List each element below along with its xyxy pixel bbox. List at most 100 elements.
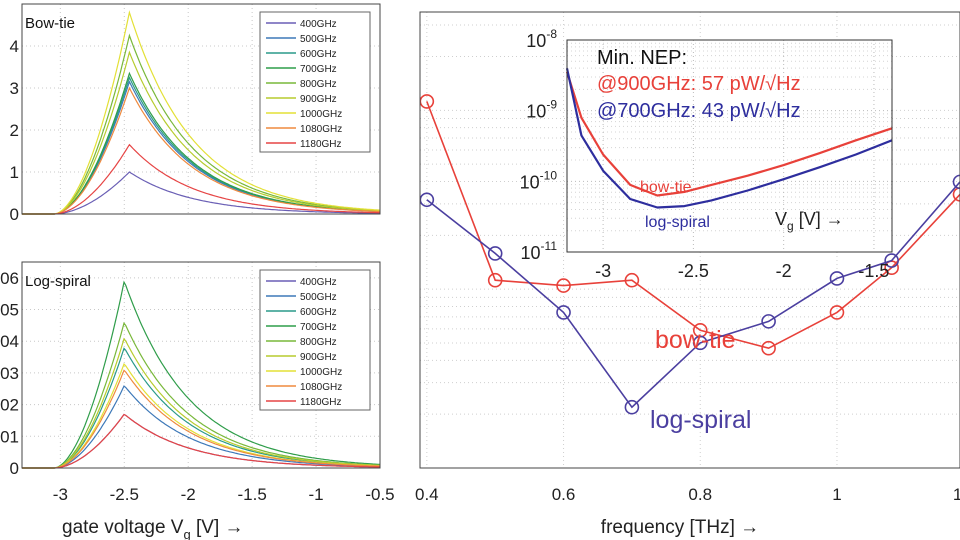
x-tick-label: 0.4 [415,485,439,504]
legend-entry: 800GHz [300,337,337,348]
series-line-500GHz [22,385,380,469]
legend-entry: 800GHz [300,79,337,90]
y-tick-label: 4 [10,37,19,56]
series-line-log-spiral [565,68,893,209]
y-tick-label: 0 [10,205,19,224]
x-tick-label: 0.6 [552,485,576,504]
y-tick-label: .04 [0,332,19,351]
y-tick-label: 2 [10,121,19,140]
series-line-1080GHz [22,369,381,469]
series-marker-log-spiral [761,314,776,329]
legend-entry: 700GHz [300,64,337,75]
series-line-1180GHz [22,413,381,469]
series-marker-bow-tie [624,272,640,288]
legend-entry: 500GHz [300,34,337,45]
series-line-bow-tie [426,101,960,350]
left-x-axis-label: gate voltage Vg [V] → [62,517,244,540]
nep-vs-frequency-panel: 0.4 0.6 0.8 1 1. bow-tie log-spiral [415,11,960,504]
legend-entry: 500GHz [300,292,337,303]
legend-entry: 400GHz [300,19,337,30]
y-tick-label: .05 [0,301,19,320]
panel-label: Bow-tie [25,15,75,32]
series-line-bow-tie [565,71,893,197]
y-tick-label: 10-9 [526,98,557,122]
legend-entry: 1000GHz [300,109,342,120]
y-tick-label: 0 [10,459,19,478]
y-tick-label: .02 [0,396,19,415]
series-marker-log-spiral [692,335,708,351]
series-marker-log-spiral [487,246,503,261]
series-line-400GHz [22,171,380,215]
series-line-900GHz [22,50,381,215]
series-marker-bow-tie [952,187,960,202]
y-tick-label: .06 [0,269,19,288]
series-line-1000GHz [22,10,381,215]
inset-bow-tie-label: bow-tie [640,179,692,196]
y-tick-label: .01 [0,427,19,446]
legend-entry: 700GHz [300,322,337,333]
series-line-900GHz [22,337,381,469]
legend-entry: 1080GHz [300,382,342,393]
y-tick-label: 3 [10,79,19,98]
series-marker-log-spiral [829,271,845,286]
x-tick-label: -1 [309,485,324,504]
y-tick-label: 10-8 [526,27,557,51]
inset-log-spiral-label: log-spiral [645,214,710,231]
plot-frame [21,261,381,469]
series-line-1180GHz [22,143,381,215]
series-marker-log-spiral [884,253,899,268]
series-line-1080GHz [22,86,381,215]
inset-legend-line-900ghz: @900GHz: 57 pW/√Hz [597,73,801,95]
x-tick-label: -2.5 [110,485,139,504]
plot-frame [419,11,960,469]
series-line-800GHz [22,33,381,215]
inset-frame [566,39,893,253]
x-tick-label: -3 [53,485,68,504]
series-line-700GHz [22,280,381,469]
series-line-700GHz [22,71,381,215]
series-marker-bow-tie [829,305,845,320]
logspiral-response-panel: -3 -2.5 -2 -1.5 -1 -0.5 0 .01 .02 .03 .04 .05 .06 Log… [0,261,395,504]
x-tick-label: -3 [595,261,611,281]
x-tick-label: 1 [832,485,841,504]
x-tick-label: -0.5 [365,485,394,504]
legend-entry: 600GHz [300,307,337,318]
nep-vs-gate-inset: 10-11 10-10 10-9 10-8 -3 -2.5 -2 -1.5 Min. NEP: @… [520,27,893,281]
series-marker-bow-tie [556,278,571,293]
legend-entry: 400GHz [300,277,337,288]
legend-entry: 1080GHz [300,124,342,135]
inset-legend-line-700ghz: @700GHz: 43 pW/√Hz [597,100,801,122]
legend-entry: 1180GHz [300,397,342,408]
series-marker-bow-tie [487,272,503,288]
y-tick-label: 1 [10,163,19,182]
inset-x-axis-label: Vg [V] → [775,209,844,233]
panel-label: Log-spiral [25,273,91,290]
legend-entry: 900GHz [300,352,337,363]
x-tick-label: -2 [181,485,196,504]
bowtie-response-panel: 0 1 2 3 4 Bow-tie 400GHz 500GHz 600GHz 700GHz 800G… [10,3,381,224]
legend-entry: 1180GHz [300,139,342,150]
x-tick-label: -2 [776,261,792,281]
y-tick-label: 10-10 [520,168,558,192]
series-marker-log-spiral [556,305,571,320]
series-line-800GHz [22,321,381,469]
series-marker-log-spiral [624,399,640,415]
legend-entry: 900GHz [300,94,337,105]
series-marker-log-spiral [952,174,960,190]
y-tick-label: 10-11 [521,239,558,263]
inset-legend-title: Min. NEP: [597,47,687,69]
right-x-axis-label: frequency [THz] → [601,517,759,538]
bow-tie-annotation: bow-tie [655,326,736,354]
series-line-log-spiral [426,181,960,409]
legend-entry: 1000GHz [300,367,342,378]
x-tick-label: -1.5 [858,261,889,281]
x-tick-label: -1.5 [237,485,266,504]
legend-entry: 600GHz [300,49,337,60]
log-spiral-annotation: log-spiral [650,406,751,434]
plot-frame [21,3,381,215]
x-tick-label: 0.8 [688,485,712,504]
y-tick-label: .03 [0,364,19,383]
x-tick-label: 1. [953,485,960,504]
series-marker-bow-tie [761,340,776,356]
